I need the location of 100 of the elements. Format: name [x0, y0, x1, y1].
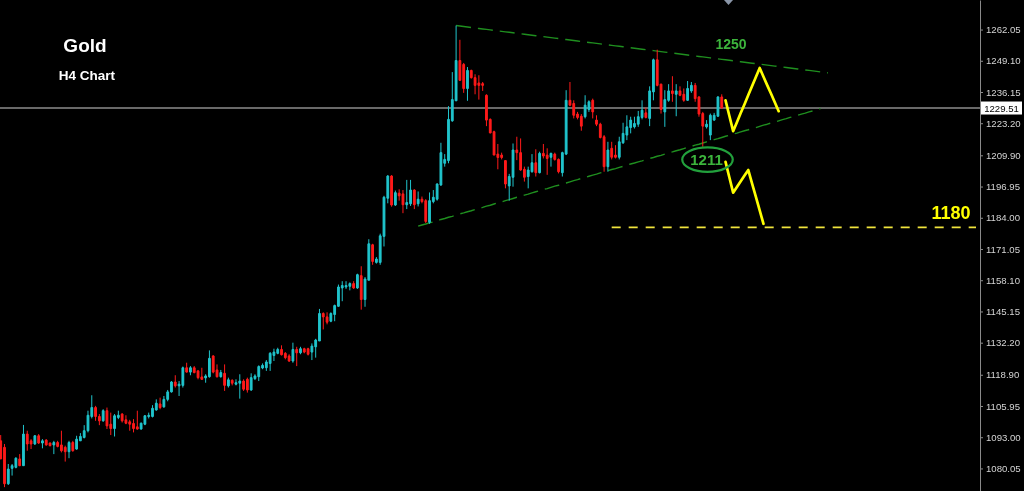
candlestick	[591, 98, 595, 119]
candlestick	[22, 424, 25, 467]
candlestick	[230, 378, 234, 386]
y-tick-label: 1236.15	[986, 86, 1021, 98]
candlestick	[189, 365, 192, 376]
candlestick	[477, 74, 481, 101]
candlestick	[504, 159, 507, 189]
candlestick	[390, 174, 393, 208]
candlestick	[208, 349, 211, 379]
candlestick	[94, 405, 97, 422]
candlestick	[352, 280, 356, 290]
candlestick	[287, 353, 291, 363]
candlestick	[686, 80, 689, 102]
candlestick	[534, 148, 538, 178]
candlestick	[671, 75, 674, 103]
candlestick	[33, 434, 37, 446]
candlestick	[295, 346, 299, 367]
candlestick	[249, 372, 253, 392]
y-tick-label: 1093.00	[986, 431, 1021, 443]
candlestick	[424, 198, 428, 224]
candlestick	[716, 95, 720, 118]
candlestick	[185, 362, 189, 374]
annotation: 1211	[690, 151, 723, 168]
candlestick	[52, 440, 56, 455]
candlestick	[143, 414, 147, 426]
candlestick	[321, 311, 325, 330]
candlestick	[606, 141, 610, 173]
candlestick	[610, 141, 614, 160]
candlestick	[113, 413, 116, 437]
y-tick-label: 1196.95	[986, 181, 1020, 193]
candlestick	[674, 83, 678, 117]
candlestick	[219, 369, 223, 379]
candlestick	[245, 377, 249, 394]
candlestick	[359, 265, 363, 311]
line-series	[417, 107, 822, 227]
y-tick-label: 1209.90	[986, 149, 1021, 161]
candlestick	[401, 189, 405, 214]
candlestick	[393, 190, 397, 207]
candlestick	[200, 367, 204, 381]
candlestick	[128, 419, 132, 432]
y-tick-label: 1158.10	[986, 274, 1020, 286]
candlestick	[71, 440, 75, 453]
candlestick	[6, 463, 10, 486]
candlestick	[109, 412, 113, 436]
candlestick	[158, 397, 162, 410]
y-tick-label: 1105.95	[986, 400, 1020, 412]
candlestick	[545, 147, 549, 176]
candlestick	[101, 408, 105, 423]
y-tick-label: 1080.05	[986, 463, 1021, 475]
candlestick	[211, 354, 215, 374]
candlestick	[227, 377, 230, 389]
ref-line-label: 1229.51	[984, 102, 1019, 114]
candlestick	[37, 433, 41, 445]
candlestick	[75, 435, 78, 451]
candlestick	[310, 342, 314, 361]
candlestick	[412, 188, 416, 210]
candlestick	[223, 363, 226, 392]
annotation: 1180	[931, 203, 971, 224]
candlestick	[257, 364, 261, 382]
candlestick	[120, 412, 124, 424]
candlestick	[644, 107, 648, 119]
y-tick-label: 1184.00	[986, 212, 1020, 224]
candlestick	[409, 179, 412, 207]
candlestick	[348, 281, 352, 291]
y-tick-label: 1171.05	[986, 243, 1020, 255]
candlestick	[135, 410, 139, 431]
candlestick	[466, 66, 469, 102]
candlestick	[682, 88, 686, 103]
candlestick	[268, 351, 272, 372]
candlestick	[280, 344, 283, 356]
candlestick	[708, 113, 712, 141]
candlestick	[302, 347, 306, 354]
candlestick	[549, 152, 553, 168]
text: H4 Chart	[58, 68, 116, 83]
candlestick	[306, 347, 310, 356]
candlestick	[557, 157, 560, 174]
candlestick	[44, 438, 48, 447]
candlestick	[405, 179, 409, 210]
candlestick	[41, 438, 44, 449]
candlestick	[291, 342, 295, 364]
line-series	[724, 66, 781, 133]
candlestick	[238, 373, 242, 400]
y-tick-label: 1118.90	[986, 369, 1020, 381]
candlestick	[614, 144, 617, 159]
candlestick	[48, 442, 52, 447]
y-tick-label: 1223.20	[986, 117, 1021, 129]
candlestick	[416, 190, 420, 207]
candlestick	[720, 93, 724, 110]
y-tick-label: 1132.20	[986, 337, 1020, 349]
candlestick	[67, 440, 71, 459]
candlestick	[18, 453, 22, 467]
candlestick	[325, 311, 329, 325]
candlestick	[356, 273, 359, 290]
y-tick-label: 1262.05	[986, 24, 1021, 36]
candlestick	[428, 191, 431, 225]
candlestick	[299, 346, 302, 355]
candlestick	[583, 94, 587, 119]
candlestick	[25, 430, 29, 452]
y-tick-label: 1249.10	[986, 55, 1021, 67]
candlestick	[242, 378, 245, 392]
